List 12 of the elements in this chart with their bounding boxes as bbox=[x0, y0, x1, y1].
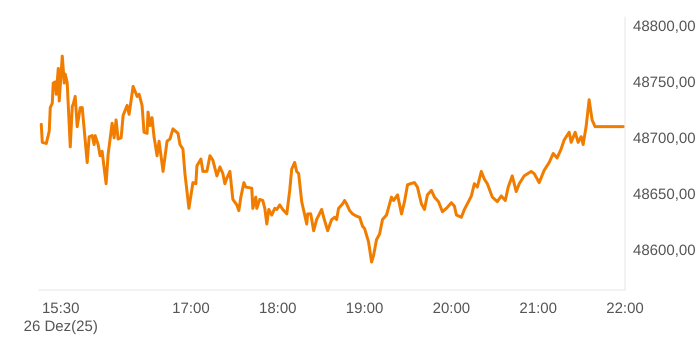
x-tick-label: 18:00 bbox=[258, 300, 297, 318]
y-tick-label: 48750,00 bbox=[633, 74, 696, 92]
y-tick-label: 48800,00 bbox=[633, 18, 696, 36]
x-tick-label: 22:00 bbox=[606, 300, 644, 318]
x-tick-label: 17:00 bbox=[172, 300, 210, 318]
x-tick-label: 21:00 bbox=[519, 300, 557, 318]
y-tick-label: 48600,00 bbox=[633, 242, 696, 259]
x-tick-label: 15:30 26 Dez(25) bbox=[24, 300, 98, 336]
y-tick-label: 48700,00 bbox=[633, 130, 696, 148]
x-tick-label: 19:00 bbox=[346, 300, 384, 318]
y-tick-label: 48650,00 bbox=[633, 186, 696, 204]
x-tick-label: 20:00 bbox=[432, 300, 470, 318]
